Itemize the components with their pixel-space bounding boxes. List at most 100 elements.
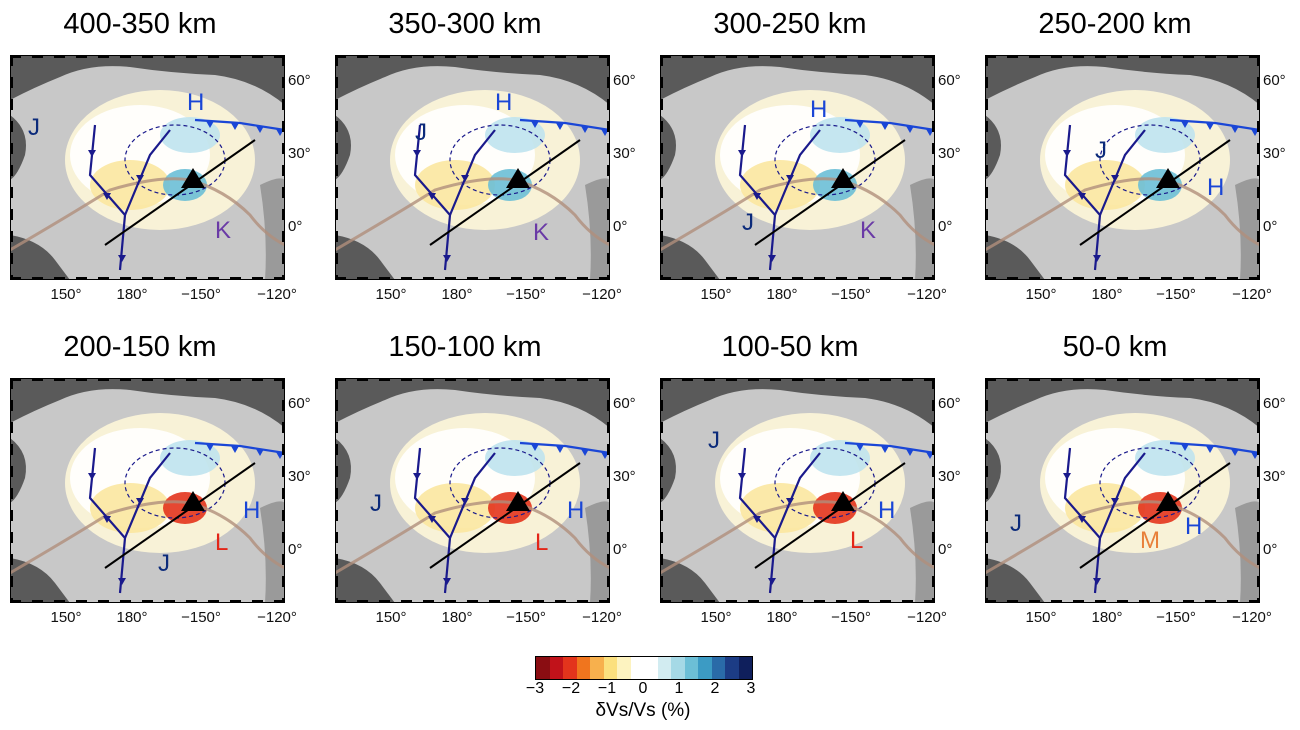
longitude-tick: −150° (831, 286, 871, 303)
longitude-tick: −120° (1232, 286, 1272, 303)
region-label: J (370, 490, 382, 517)
panel-title: 200-150 km (63, 331, 217, 363)
latitude-tick: 30° (613, 468, 636, 485)
anomaly-patch (485, 117, 545, 153)
plate-boundary-line (10, 177, 285, 252)
longitude-tick: −120° (1232, 609, 1272, 626)
colorbar-swatch (617, 657, 631, 679)
latitude-tick: 0° (938, 541, 953, 558)
latitude-tick: 60° (613, 395, 636, 412)
hawaii-triangle-icon (1156, 168, 1180, 188)
hawaii-triangle-icon (831, 168, 855, 188)
trench-tooth (1093, 255, 1101, 262)
colorbar-tick: 1 (674, 680, 684, 697)
longitude-tick: 150° (1025, 286, 1057, 303)
trench-tooth (103, 516, 111, 523)
plate-boundary-line (10, 500, 285, 575)
trench-tooth (206, 121, 214, 128)
longitude-tick: −120° (582, 609, 622, 626)
colorbar-label: δVs/Vs (%) (595, 700, 691, 721)
colorbar-tick: 2 (710, 680, 720, 697)
trench-tooth (556, 123, 564, 130)
trench-tooth (881, 446, 889, 453)
map-panel: 100-50 km J H L 60° 30° 0° 150° 180° −150° −120° (650, 323, 965, 643)
map-plot: J HL (660, 378, 935, 603)
region-label: J (1095, 137, 1107, 164)
colorbar-swatch (603, 657, 617, 679)
region-label: H (567, 497, 584, 524)
trench-line (123, 129, 171, 216)
trench-tooth (413, 150, 421, 157)
region-label: H (243, 497, 260, 524)
longitude-tick: 180° (766, 609, 798, 626)
region-label: L (850, 527, 863, 554)
longitude-tick: 150° (700, 609, 732, 626)
hawaii-triangle-icon (181, 168, 205, 188)
hotspot-track-line (754, 462, 906, 569)
longitude-tick: 150° (700, 286, 732, 303)
hawaii-triangle-icon (831, 491, 855, 511)
latitude-tick: 60° (1263, 72, 1286, 89)
colorbar-tick: −2 (561, 680, 581, 697)
trench-tooth (581, 126, 589, 133)
region-label: H (810, 96, 827, 123)
hotspot-track-line (104, 462, 256, 569)
longitude-tick: 180° (441, 609, 473, 626)
longitude-tick: 150° (375, 286, 407, 303)
region-label: J (708, 427, 720, 454)
region-label: J (415, 119, 427, 146)
hawaii-triangle-icon (1156, 491, 1180, 511)
colorbar-swatch (563, 657, 577, 679)
trench-line (448, 129, 496, 216)
colorbar-tick: −3 (525, 680, 545, 697)
anomaly-patch (160, 117, 220, 153)
colorbar-swatch (657, 657, 671, 679)
longitude-tick: −150° (506, 286, 546, 303)
map-plot: J H K (10, 55, 285, 280)
plate-boundary-line (985, 177, 1260, 252)
anomaly-patch (160, 440, 220, 476)
longitude-tick: 180° (766, 286, 798, 303)
panel-title: 50-0 km (1062, 331, 1168, 363)
latitude-tick: 0° (1263, 541, 1278, 558)
longitude-tick: 150° (375, 609, 407, 626)
trench-line (1098, 129, 1146, 216)
hotspot-track-line (1079, 462, 1231, 569)
plate-boundary-line (335, 500, 610, 575)
anomaly-patch (810, 117, 870, 153)
latitude-tick: 60° (938, 72, 961, 89)
anomaly-patch (810, 440, 870, 476)
longitude-tick: 150° (50, 286, 82, 303)
colorbar-swatch (698, 657, 712, 679)
hotspot-track-line (104, 139, 256, 246)
region-label: J (28, 114, 40, 141)
trench-tooth (136, 175, 144, 182)
colorbar-tick: 0 (638, 680, 648, 697)
longitude-tick: 180° (441, 286, 473, 303)
panel-title: 400-350 km (63, 8, 217, 40)
hawaii-triangle-icon (506, 168, 530, 188)
trench-tooth (906, 126, 914, 133)
longitude-tick: −150° (831, 609, 871, 626)
trench-tooth (786, 175, 794, 182)
latitude-tick: 30° (613, 145, 636, 162)
region-label: K (215, 217, 231, 244)
trench-tooth (768, 578, 776, 585)
longitude-tick: 150° (1025, 609, 1057, 626)
latitude-tick: 60° (288, 72, 311, 89)
trench-line (1098, 452, 1146, 539)
trench-tooth (881, 123, 889, 130)
trench-tooth (1063, 473, 1071, 480)
colorbar-swatch (684, 657, 698, 679)
hawaii-triangle-icon (506, 491, 530, 511)
trench-tooth (1111, 498, 1119, 505)
map-plot: J HM (985, 378, 1260, 603)
trench-tooth (1206, 123, 1214, 130)
trench-tooth (556, 446, 564, 453)
trench-tooth (256, 449, 264, 456)
map-panel: 50-0 km J H M 60° 30° 0° 150° 180° −150° −120° (975, 323, 1290, 643)
trench-tooth (231, 123, 239, 130)
longitude-tick: −150° (181, 286, 221, 303)
trench-tooth (118, 255, 126, 262)
latitude-tick: 0° (613, 541, 628, 558)
